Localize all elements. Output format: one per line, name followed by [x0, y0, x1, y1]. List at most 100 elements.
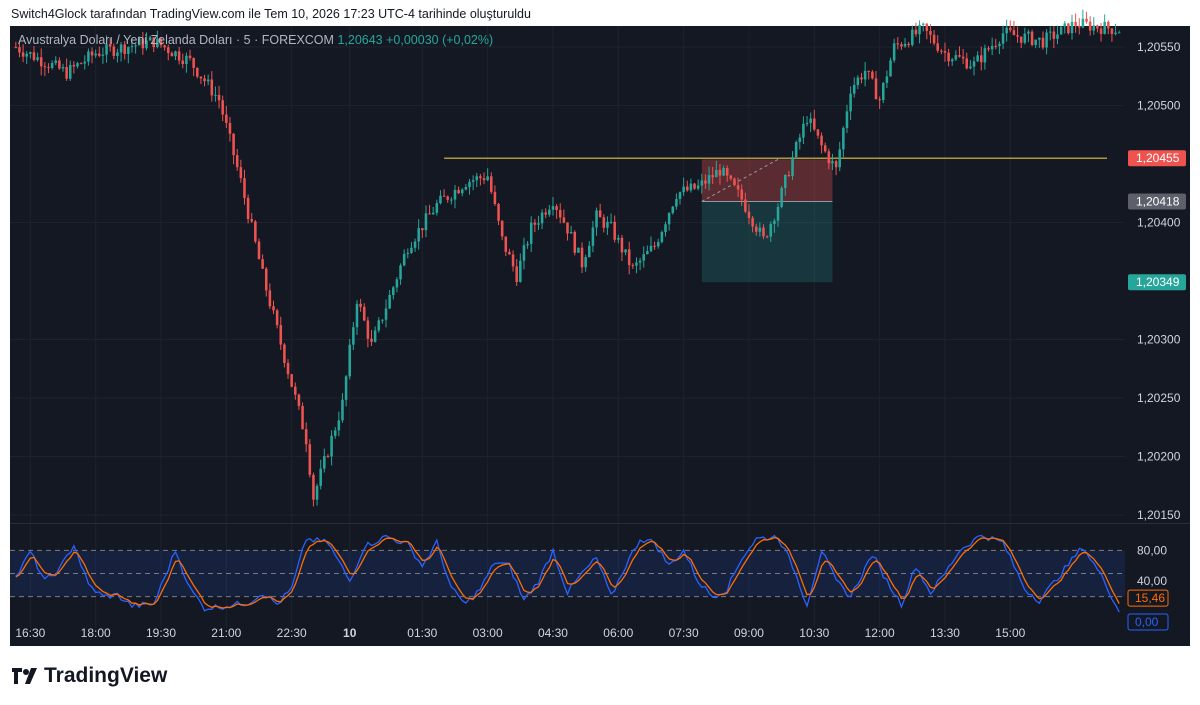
candle-body	[18, 47, 21, 53]
price-tick-label: 1,20200	[1137, 449, 1181, 463]
candle-body	[413, 241, 417, 248]
candle-body	[283, 344, 286, 363]
candle-body	[210, 79, 214, 96]
candle-body	[987, 48, 990, 50]
candle-body	[58, 60, 61, 69]
candle-body	[381, 319, 384, 321]
candle-body	[660, 231, 664, 243]
candle-body	[707, 175, 711, 184]
candle-body	[671, 206, 675, 214]
candle-body	[490, 176, 493, 192]
stochastic-tick-label: 80,00	[1137, 543, 1167, 557]
candle-body	[1052, 31, 1056, 39]
candle-body	[1110, 28, 1114, 35]
candle-body	[366, 320, 370, 339]
candle-body	[540, 212, 544, 224]
candle-body	[166, 47, 170, 53]
candle-body	[304, 429, 308, 445]
candle-body	[286, 362, 290, 375]
candle-body	[609, 221, 613, 223]
candle-body	[373, 330, 377, 342]
candle-body	[823, 145, 827, 152]
candle-body	[577, 247, 580, 253]
candle-body	[798, 137, 802, 143]
candle-body	[892, 43, 896, 61]
candle-body	[243, 178, 246, 198]
candle-body	[682, 186, 685, 193]
candle-body	[272, 306, 275, 311]
candle-body	[294, 386, 297, 395]
candle-body	[377, 320, 381, 331]
candle-body	[500, 220, 504, 237]
candle-body	[813, 118, 816, 130]
candle-body	[257, 241, 261, 260]
candle-body	[225, 114, 228, 123]
candle-body	[1088, 21, 1092, 31]
candle-body	[646, 251, 649, 255]
candle-body	[653, 245, 656, 247]
time-tick-label: 09:00	[734, 626, 764, 640]
candle-body	[693, 183, 696, 189]
candle-body	[1114, 32, 1117, 35]
candle-body	[137, 38, 141, 46]
time-tick-label: 22:30	[277, 626, 307, 640]
candle-body	[410, 247, 413, 253]
candle-body	[519, 260, 522, 282]
candle-body	[94, 53, 97, 56]
candle-body	[613, 221, 616, 240]
candle-body	[620, 237, 624, 253]
candle-body	[1059, 26, 1063, 35]
candle-body	[617, 237, 620, 240]
candle-body	[631, 265, 635, 267]
candle-body	[664, 224, 667, 232]
candle-body	[25, 53, 28, 57]
time-tick-label: 03:00	[473, 626, 503, 640]
candle-body	[940, 50, 943, 52]
candle-body	[330, 435, 333, 457]
candle-body	[1027, 31, 1030, 34]
position-tool[interactable]	[701, 158, 833, 283]
candle-body	[566, 222, 569, 234]
candle-body	[1081, 18, 1085, 28]
price-axis[interactable]: 1,20550 1,20500 1,20400 1,20300 1,20250 1,202…	[1127, 40, 1186, 631]
candle-body	[1092, 25, 1096, 31]
candle-body	[39, 57, 43, 67]
candle-body	[979, 55, 983, 63]
candle-body	[384, 308, 388, 320]
chart-area[interactable]	[10, 26, 1190, 646]
candle-body	[232, 133, 235, 156]
candle-body	[751, 217, 754, 227]
candle-body	[896, 43, 900, 45]
price-tick-label: 1,20400	[1137, 216, 1181, 230]
symbol-legend[interactable]: Avustralya Doları / Yeni Zelanda Doları …	[18, 33, 493, 47]
candle-body	[736, 185, 740, 190]
candle-body	[297, 394, 301, 407]
candle-body	[573, 231, 577, 253]
candle-body	[217, 94, 221, 101]
candle-body	[341, 399, 344, 421]
time-tick-label: 01:30	[407, 626, 437, 640]
candle-body	[704, 180, 707, 184]
candle-body	[591, 227, 595, 246]
candle-body	[116, 52, 119, 56]
candle-body	[362, 306, 366, 321]
candlestick-series	[14, 9, 1121, 507]
tradingview-logo[interactable]: TradingView	[12, 664, 167, 688]
candle-body	[649, 245, 653, 252]
candle-body	[108, 44, 112, 47]
candle-body	[983, 48, 987, 63]
candle-body	[715, 169, 718, 178]
candle-body	[642, 254, 645, 261]
candle-body	[1012, 30, 1016, 36]
candle-body	[504, 236, 508, 252]
candle-body	[849, 93, 852, 112]
candle-body	[112, 46, 116, 56]
time-axis[interactable]: 16:30 18:00 19:30 21:00 22:30 10 01:30 03:00 04:…	[15, 626, 1025, 640]
candle-body	[79, 63, 83, 65]
candle-body	[388, 295, 391, 309]
candle-body	[344, 376, 348, 400]
last-price: 1,20643	[337, 33, 383, 47]
candle-body	[667, 213, 671, 225]
candle-body	[254, 221, 257, 242]
